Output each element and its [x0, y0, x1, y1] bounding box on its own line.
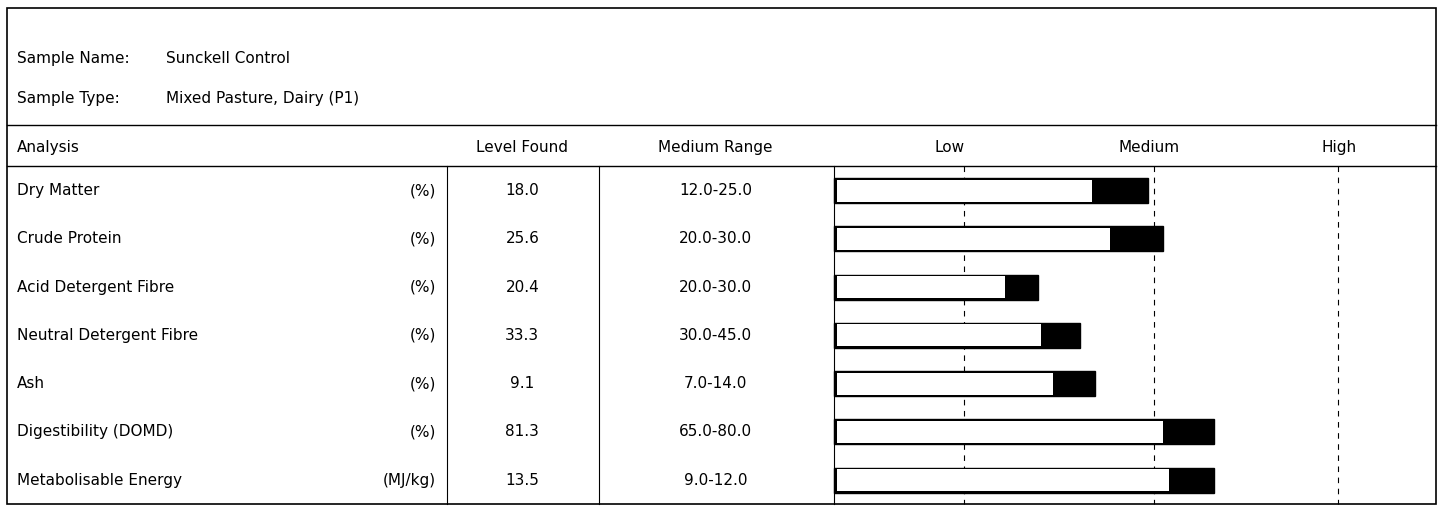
- Bar: [834, 371, 1095, 396]
- Bar: [834, 178, 1149, 203]
- Text: 20.0-30.0: 20.0-30.0: [680, 280, 752, 294]
- Text: 25.6: 25.6: [505, 231, 540, 246]
- Text: Analysis: Analysis: [17, 140, 81, 155]
- Text: (%): (%): [410, 424, 436, 439]
- Text: Medium: Medium: [1118, 140, 1179, 155]
- Text: (%): (%): [410, 183, 436, 198]
- Bar: [834, 274, 1038, 300]
- Text: 81.3: 81.3: [505, 424, 540, 439]
- Bar: [834, 323, 1079, 348]
- Bar: [834, 467, 1215, 493]
- Text: Medium Range: Medium Range: [658, 140, 773, 155]
- Text: Mixed Pasture, Dairy (P1): Mixed Pasture, Dairy (P1): [166, 91, 359, 106]
- Text: Low: Low: [935, 140, 964, 155]
- Bar: [837, 180, 1091, 202]
- Text: Ash: Ash: [17, 376, 45, 391]
- Text: (%): (%): [410, 328, 436, 343]
- Bar: [837, 373, 1052, 395]
- Text: 33.3: 33.3: [505, 328, 540, 343]
- Text: 65.0-80.0: 65.0-80.0: [680, 424, 752, 439]
- Bar: [837, 324, 1040, 347]
- Text: (%): (%): [410, 280, 436, 294]
- Text: Acid Detergent Fibre: Acid Detergent Fibre: [17, 280, 175, 294]
- Text: 9.0-12.0: 9.0-12.0: [684, 473, 747, 488]
- Text: 20.4: 20.4: [505, 280, 540, 294]
- Bar: [837, 421, 1163, 443]
- Bar: [834, 226, 1163, 251]
- Text: Dry Matter: Dry Matter: [17, 183, 100, 198]
- Text: High: High: [1322, 140, 1356, 155]
- Text: 20.0-30.0: 20.0-30.0: [680, 231, 752, 246]
- Text: (MJ/kg): (MJ/kg): [382, 473, 436, 488]
- Bar: [834, 419, 1215, 444]
- Text: Sample Type:: Sample Type:: [17, 91, 120, 106]
- Text: 7.0-14.0: 7.0-14.0: [684, 376, 747, 391]
- Text: 30.0-45.0: 30.0-45.0: [680, 328, 752, 343]
- Text: Sample Name:: Sample Name:: [17, 51, 130, 67]
- Text: (%): (%): [410, 231, 436, 246]
- Text: (%): (%): [410, 376, 436, 391]
- Text: Crude Protein: Crude Protein: [17, 231, 121, 246]
- Text: 9.1: 9.1: [511, 376, 534, 391]
- Text: Level Found: Level Found: [476, 140, 569, 155]
- Text: 13.5: 13.5: [505, 473, 540, 488]
- Bar: [837, 228, 1110, 250]
- Text: Sunckell Control: Sunckell Control: [166, 51, 290, 67]
- Text: 12.0-25.0: 12.0-25.0: [680, 183, 752, 198]
- Text: Digestibility (DOMD): Digestibility (DOMD): [17, 424, 173, 439]
- Text: 18.0: 18.0: [505, 183, 540, 198]
- Bar: [837, 276, 1004, 298]
- Bar: [837, 469, 1169, 491]
- Text: Metabolisable Energy: Metabolisable Energy: [17, 473, 182, 488]
- Text: Neutral Detergent Fibre: Neutral Detergent Fibre: [17, 328, 199, 343]
